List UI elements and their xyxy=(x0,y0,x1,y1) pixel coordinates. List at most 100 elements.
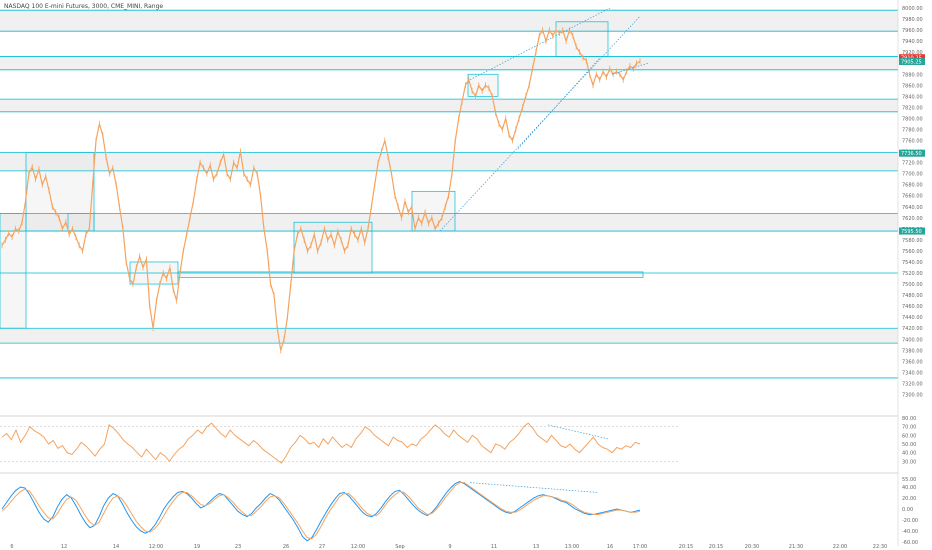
price-axis-tick-label: 7720.00 xyxy=(902,161,923,167)
price-axis-tick-label: 7380.00 xyxy=(902,348,923,354)
time-axis-tick-label: 19 xyxy=(194,544,200,550)
axes-layer: 8000.007980.007960.007940.007920.007900.… xyxy=(10,0,925,550)
price-axis-tick-label: 7760.00 xyxy=(902,139,923,145)
time-axis-tick-label: 22:30 xyxy=(873,544,887,550)
time-axis-tick-label: Sep xyxy=(395,544,404,550)
price-axis-tick-label: 7340.00 xyxy=(902,370,923,376)
consolidation-box xyxy=(555,21,609,57)
rsi-axis-tick-label: 80.00 xyxy=(902,416,916,422)
time-axis-tick-label: 20:30 xyxy=(745,544,759,550)
rsi-line xyxy=(1,422,641,464)
macd-axis-tick-label: -60.00 xyxy=(902,540,918,546)
price-axis-tick-label: 7320.00 xyxy=(902,381,923,387)
price-axis-tick-label: 7520.00 xyxy=(902,271,923,277)
price-axis-tick-label: 7980.00 xyxy=(902,17,923,23)
price-axis-tick-label: 7580.00 xyxy=(902,238,923,244)
price-axis-tick-label: 7440.00 xyxy=(902,315,923,321)
time-axis-tick-label: 13:00 xyxy=(565,544,579,550)
price-tag xyxy=(899,58,925,66)
rsi-trendline xyxy=(547,424,609,440)
price-axis-tick-label: 7640.00 xyxy=(902,205,923,211)
time-axis-tick-label: 23 xyxy=(235,544,241,550)
price-axis-tick-label: 7800.00 xyxy=(902,116,923,122)
price-axis-tick-label: 7460.00 xyxy=(902,304,923,310)
macd-axis-tick-label: 40.00 xyxy=(902,485,916,491)
price-axis-tick-label: 7560.00 xyxy=(902,249,923,255)
time-axis-tick-label: 12 xyxy=(61,544,67,550)
price-axis-tick-label: 7420.00 xyxy=(902,326,923,332)
price-axis-tick-label: 7400.00 xyxy=(902,337,923,343)
price-axis-tick-label: 7920.00 xyxy=(902,50,923,56)
zone-band xyxy=(0,10,898,32)
rsi-axis-tick-label: 30.00 xyxy=(902,459,916,465)
time-axis-tick-label: 12:00 xyxy=(351,544,365,550)
price-axis-tick-label: 7360.00 xyxy=(902,359,923,365)
price-axis-tick-label: 7780.00 xyxy=(902,127,923,133)
macd-trendline xyxy=(469,482,599,493)
trendlines-layer xyxy=(439,7,649,232)
time-axis-tick-label: 11 xyxy=(491,544,497,550)
time-axis-tick-label: 21:30 xyxy=(789,544,803,550)
macd-axis-tick-label: 0.00 xyxy=(902,507,913,513)
price-tag-label: 7595.50 xyxy=(901,229,922,235)
price-tag xyxy=(899,227,925,235)
rsi-axis-tick-label: 60.00 xyxy=(902,433,916,439)
time-axis-tick-label: 16 xyxy=(607,544,613,550)
trendline xyxy=(439,16,641,232)
zone-band xyxy=(0,56,898,70)
price-axis-tick-label: 7660.00 xyxy=(902,194,923,200)
trendline xyxy=(517,57,601,150)
price-axis-tick-label: 7840.00 xyxy=(902,94,923,100)
macd-axis-tick-label: 20.00 xyxy=(902,496,916,502)
time-axis-tick-label: 17:00 xyxy=(633,544,647,550)
zone-band xyxy=(0,213,898,232)
price-axis-tick-label: 7500.00 xyxy=(902,282,923,288)
macd-axis-tick-label: 55.00 xyxy=(902,477,916,483)
price-tag-label: 7736.50 xyxy=(901,151,922,157)
zone-band xyxy=(0,152,898,171)
macd-layer xyxy=(0,472,898,542)
chart-title: NASDAQ 100 E-mini Futures, 3000, CME_MIN… xyxy=(4,3,164,10)
price-axis-tick-label: 7680.00 xyxy=(902,183,923,189)
price-axis-tick-label: 7300.00 xyxy=(902,392,923,398)
time-axis-tick-label: 26 xyxy=(283,544,289,550)
price-axis-tick-label: 7700.00 xyxy=(902,172,923,178)
time-axis-tick-label: 9 xyxy=(448,544,451,550)
price-axis-tick-label: 7480.00 xyxy=(902,293,923,299)
price-axis-tick-label: 7540.00 xyxy=(902,260,923,266)
price-axis-tick-label: 7820.00 xyxy=(902,105,923,111)
rsi-axis-tick-label: 70.00 xyxy=(902,425,916,431)
time-axis-tick-label: 22:00 xyxy=(833,544,847,550)
rsi-axis-tick-label: 50.00 xyxy=(902,442,916,448)
trendline xyxy=(469,7,611,81)
consolidation-box xyxy=(293,221,373,274)
price-series-line xyxy=(1,28,641,351)
rsi-layer xyxy=(0,415,898,464)
time-axis-tick-label: 13 xyxy=(533,544,539,550)
macd-line xyxy=(1,480,641,542)
zone-band xyxy=(0,328,898,344)
consolidation-box xyxy=(0,213,27,329)
price-axis-tick-label: 7960.00 xyxy=(902,28,923,34)
zone-band xyxy=(0,99,898,112)
price-axis-tick-label: 7620.00 xyxy=(902,216,923,222)
price-axis-tick-label: 7860.00 xyxy=(902,83,923,89)
price-tag xyxy=(899,149,925,157)
consolidation-box xyxy=(177,271,644,278)
levels-layer xyxy=(0,9,898,379)
price-axis-tick-label: 8000.00 xyxy=(902,6,923,12)
time-axis-tick-label: 6 xyxy=(10,544,13,550)
time-axis-tick-label: 20:15 xyxy=(679,544,693,550)
time-axis-tick-label: 12:00 xyxy=(149,544,163,550)
macd-axis-tick-label: -40.00 xyxy=(902,529,918,535)
time-axis-tick-label: 27 xyxy=(319,544,325,550)
price-tag-label: 7905.25 xyxy=(901,60,922,66)
rsi-axis-tick-label: 40.00 xyxy=(902,451,916,457)
price-tag xyxy=(899,54,925,62)
price-axis-tick-label: 7940.00 xyxy=(902,39,923,45)
time-axis-tick-label: 14 xyxy=(113,544,119,550)
time-axis-tick-label: 20:15 xyxy=(709,544,723,550)
macd-axis-tick-label: -20.00 xyxy=(902,518,918,524)
price-axis-tick-label: 7880.00 xyxy=(902,72,923,78)
